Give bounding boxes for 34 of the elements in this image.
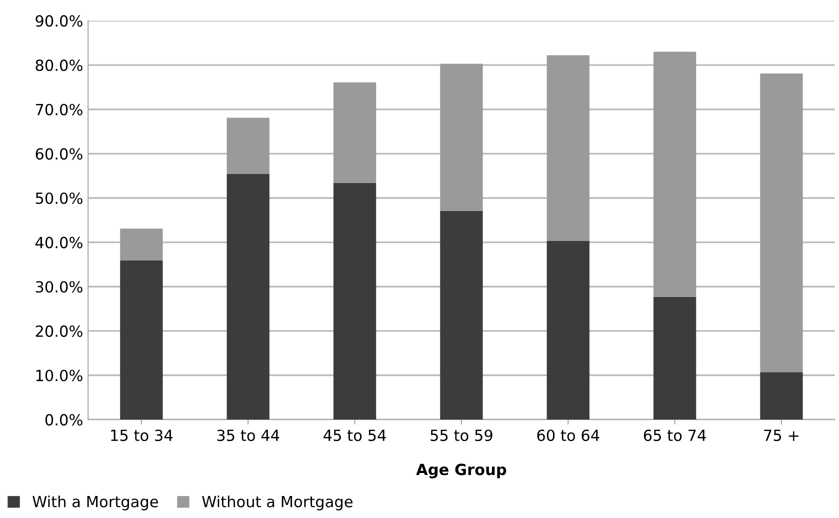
x-tick-label: 65 to 74 xyxy=(644,430,706,442)
y-tick-label: 70.0% xyxy=(36,104,82,116)
x-tick-label: 35 to 44 xyxy=(217,430,280,442)
bar xyxy=(120,228,163,260)
bar xyxy=(120,260,163,420)
y-tick-label: 20.0% xyxy=(36,325,82,337)
bar xyxy=(546,240,590,420)
bar xyxy=(546,55,590,241)
y-tick-label: 50.0% xyxy=(36,192,82,204)
bar xyxy=(226,118,270,174)
bar xyxy=(760,73,803,372)
x-tick-label: 15 to 34 xyxy=(111,430,173,442)
x-tick-label: 45 to 54 xyxy=(324,430,386,442)
x-tick-label: 55 to 59 xyxy=(430,430,492,442)
x-tick-label: 60 to 64 xyxy=(537,430,600,442)
y-tick-label: 0.0% xyxy=(45,414,82,426)
bar xyxy=(653,52,696,297)
y-tick-label: 30.0% xyxy=(36,281,82,293)
y-tick-label: 60.0% xyxy=(36,148,82,160)
bar xyxy=(333,82,376,183)
legend-label: With a Mortgage xyxy=(32,496,158,510)
y-tick-label: 80.0% xyxy=(36,60,82,72)
legend-label: Without a Mortgage xyxy=(202,496,352,510)
x-tick-label: 75 + xyxy=(764,430,798,442)
bar xyxy=(440,210,483,420)
bar xyxy=(333,182,376,420)
bar xyxy=(440,64,483,211)
y-tick-label: 90.0% xyxy=(36,15,82,27)
bar xyxy=(226,174,270,420)
y-tick-label: 40.0% xyxy=(35,236,82,248)
bar xyxy=(760,372,803,420)
bar xyxy=(653,296,696,420)
x-axis-title: Age Group xyxy=(416,464,506,478)
y-tick-label: 10.0% xyxy=(36,370,82,382)
